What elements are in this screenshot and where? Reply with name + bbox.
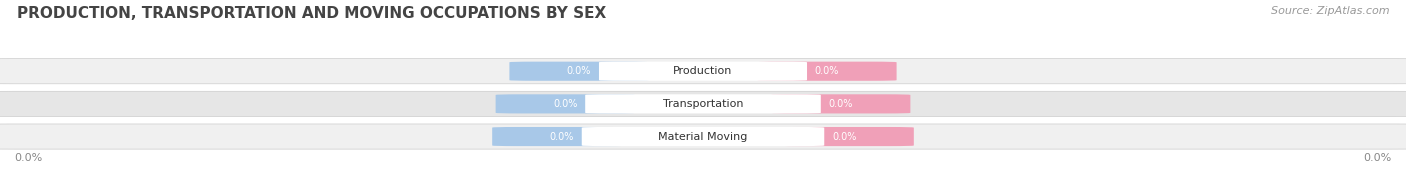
FancyBboxPatch shape (492, 127, 631, 146)
FancyBboxPatch shape (582, 127, 824, 146)
FancyBboxPatch shape (0, 124, 1406, 149)
FancyBboxPatch shape (509, 62, 648, 81)
Text: 0.0%: 0.0% (832, 132, 856, 142)
Text: 0.0%: 0.0% (553, 99, 578, 109)
FancyBboxPatch shape (775, 127, 914, 146)
FancyBboxPatch shape (599, 62, 807, 81)
Text: PRODUCTION, TRANSPORTATION AND MOVING OCCUPATIONS BY SEX: PRODUCTION, TRANSPORTATION AND MOVING OC… (17, 6, 606, 21)
Text: 0.0%: 0.0% (550, 132, 574, 142)
Text: 0.0%: 0.0% (567, 66, 591, 76)
Text: Material Moving: Material Moving (658, 132, 748, 142)
Text: 0.0%: 0.0% (1364, 153, 1392, 163)
Text: Source: ZipAtlas.com: Source: ZipAtlas.com (1271, 6, 1389, 16)
Text: 0.0%: 0.0% (828, 99, 853, 109)
FancyBboxPatch shape (772, 94, 910, 113)
FancyBboxPatch shape (0, 91, 1406, 116)
FancyBboxPatch shape (585, 94, 821, 113)
FancyBboxPatch shape (0, 59, 1406, 84)
Text: 0.0%: 0.0% (14, 153, 42, 163)
Text: Production: Production (673, 66, 733, 76)
FancyBboxPatch shape (758, 62, 897, 81)
Text: Transportation: Transportation (662, 99, 744, 109)
Text: 0.0%: 0.0% (815, 66, 839, 76)
FancyBboxPatch shape (496, 94, 634, 113)
